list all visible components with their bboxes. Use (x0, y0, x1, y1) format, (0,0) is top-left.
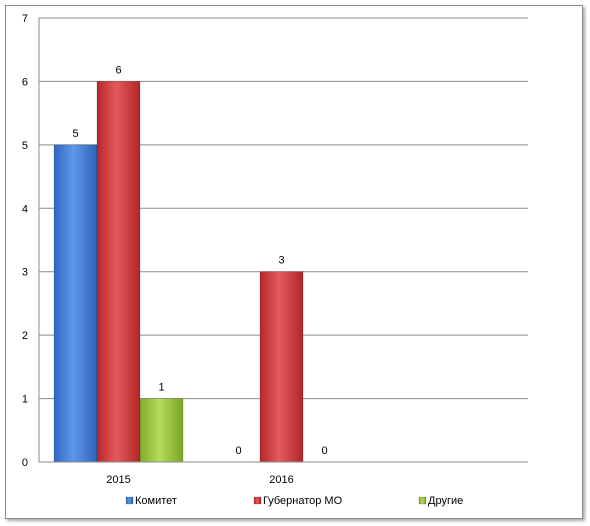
data-label: 1 (158, 382, 164, 394)
legend-label: Губернатор МО (263, 495, 343, 507)
bar (139, 398, 184, 463)
legend: Комитет Губернатор МО Другие (125, 495, 463, 507)
bars (53, 81, 304, 463)
bar-chart: 0 1 2 3 4 5 6 7 5 6 1 0 3 0 2015 2016 Комитет Губернат… (22, 13, 528, 507)
legend-swatch (125, 496, 134, 505)
y-tick-label: 0 (22, 457, 28, 469)
x-axis-ticks: 2015 2016 (106, 474, 293, 486)
data-labels: 5 6 1 0 3 0 (72, 64, 327, 457)
chart-frame: 0 1 2 3 4 5 6 7 5 6 1 0 3 0 2015 2016 Комитет Губернат… (5, 5, 583, 519)
legend-label: Другие (428, 495, 463, 507)
legend-label: Комитет (135, 495, 177, 507)
legend-swatch (253, 496, 262, 505)
y-tick-label: 6 (22, 76, 28, 88)
x-tick-label: 2015 (106, 474, 130, 486)
data-label: 0 (321, 445, 327, 457)
y-tick-label: 3 (22, 267, 28, 279)
bar (259, 271, 304, 463)
legend-swatch (418, 496, 427, 505)
data-label: 5 (72, 128, 78, 140)
data-label: 6 (115, 64, 121, 76)
data-label: 0 (235, 445, 241, 457)
axes (38, 18, 528, 463)
y-tick-label: 1 (22, 394, 28, 406)
bar (96, 81, 141, 463)
y-axis-ticks: 0 1 2 3 4 5 6 7 (22, 13, 28, 469)
y-tick-label: 2 (22, 330, 28, 342)
y-tick-label: 4 (22, 203, 28, 215)
bar (53, 144, 98, 463)
y-tick-label: 5 (22, 140, 28, 152)
data-label: 3 (278, 255, 284, 267)
x-tick-label: 2016 (269, 474, 293, 486)
y-tick-label: 7 (22, 13, 28, 25)
